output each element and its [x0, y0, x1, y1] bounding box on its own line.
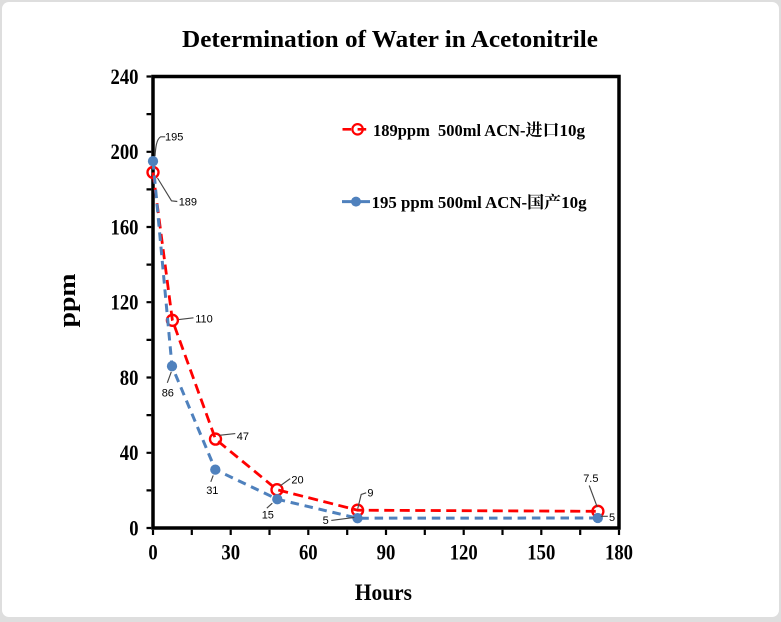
svg-text:Determination of Water in Acet: Determination of Water in Acetonitrile: [182, 27, 598, 53]
svg-text:31: 31: [206, 485, 218, 497]
svg-text:195 ppm 500ml ACN-: 195 ppm 500ml ACN-: [372, 193, 528, 212]
svg-text:5: 5: [323, 515, 329, 527]
svg-text:10g: 10g: [561, 193, 587, 212]
svg-text:120: 120: [111, 290, 139, 315]
svg-text:189: 189: [179, 197, 197, 209]
svg-text:80: 80: [120, 365, 139, 390]
svg-text:160: 160: [111, 214, 139, 239]
svg-text:110: 110: [195, 313, 213, 325]
svg-text:40: 40: [120, 440, 139, 465]
svg-text:150: 150: [527, 540, 555, 565]
svg-text:60: 60: [299, 540, 318, 565]
svg-text:0: 0: [148, 540, 157, 565]
svg-text:ppm: ppm: [55, 273, 81, 327]
svg-text:189ppm 500ml ACN-: 189ppm 500ml ACN-: [373, 121, 526, 140]
svg-text:120: 120: [450, 540, 478, 565]
svg-text:5: 5: [609, 512, 615, 524]
svg-text:30: 30: [221, 540, 240, 565]
svg-text:47: 47: [237, 431, 249, 443]
svg-text:20: 20: [291, 474, 303, 486]
svg-text:200: 200: [111, 139, 139, 164]
svg-text:180: 180: [605, 540, 633, 565]
svg-text:195: 195: [165, 131, 183, 143]
svg-text:Hours: Hours: [355, 580, 412, 605]
svg-text:86: 86: [162, 387, 174, 399]
svg-text:10g: 10g: [560, 121, 586, 140]
svg-text:240: 240: [111, 64, 139, 89]
svg-text:7.5: 7.5: [583, 473, 598, 485]
svg-text:15: 15: [262, 510, 274, 522]
svg-text:9: 9: [367, 488, 373, 500]
svg-text:0: 0: [129, 515, 138, 540]
svg-text:90: 90: [377, 540, 396, 565]
